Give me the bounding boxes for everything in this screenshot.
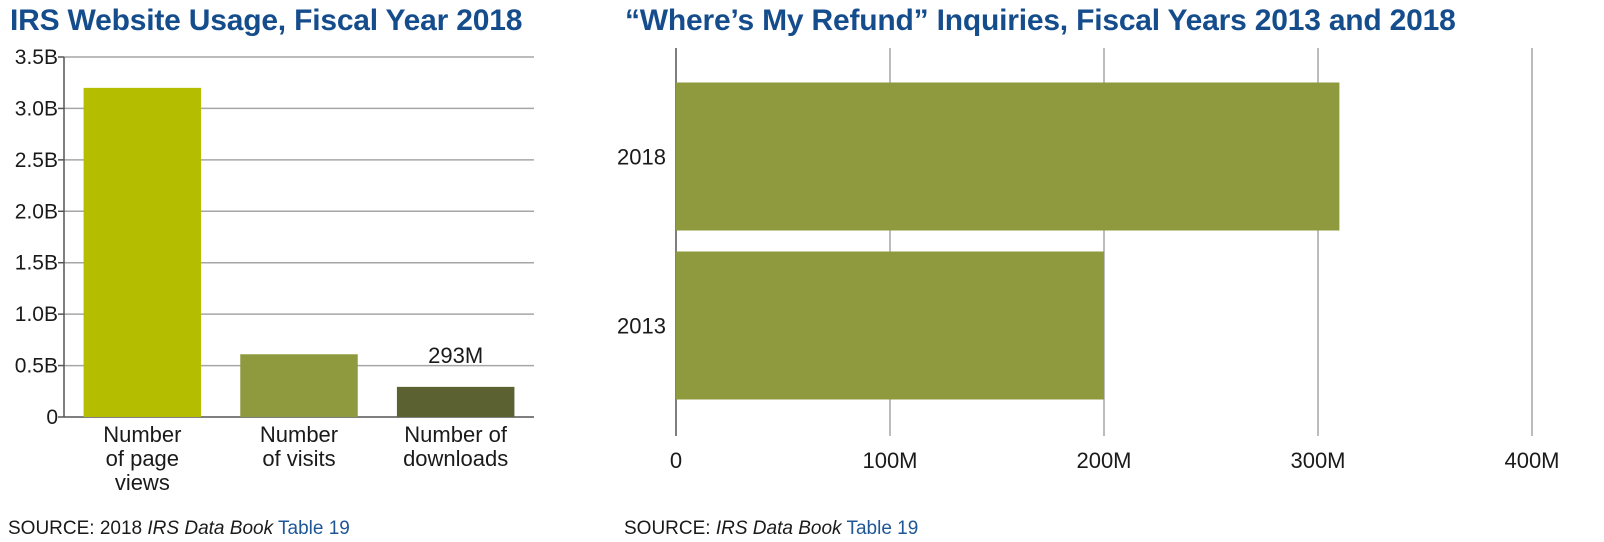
y-tick-label: 3.0B: [15, 97, 58, 120]
bar: [676, 82, 1340, 231]
bar-value-label: 293M: [428, 343, 483, 368]
x-category-label-line: of visits: [262, 446, 335, 471]
y-tick-label: 1.0B: [15, 303, 58, 326]
x-tick-label: 100M: [862, 448, 917, 473]
bar: [676, 251, 1104, 400]
y-category-label: 2013: [617, 314, 666, 339]
x-category-label-line: Number: [103, 422, 181, 447]
source-table-link[interactable]: Table 19: [278, 518, 350, 539]
x-category-label: Number of visits: [260, 422, 338, 471]
bar: [83, 87, 202, 417]
y-tick-label: 2.5B: [15, 149, 58, 172]
x-tick-label: 0: [670, 448, 682, 473]
y-tick-label: 0: [46, 406, 58, 429]
x-tick-label: 200M: [1076, 448, 1131, 473]
y-tick-label: 1.5B: [15, 252, 58, 275]
source-note: SOURCE: 2018 IRS Data Book Table 19: [8, 518, 350, 540]
chart-title: “Where’s My Refund” Inquiries, Fiscal Ye…: [625, 4, 1456, 37]
source-prefix: SOURCE: 2018: [8, 518, 148, 539]
x-category-label-line: Number: [260, 422, 338, 447]
y-tick-label: 3.5B: [15, 46, 58, 69]
source-note: SOURCE: IRS Data Book Table 19: [624, 518, 918, 540]
x-category-label-line: downloads: [403, 446, 508, 471]
source-book: IRS Data Book: [147, 518, 274, 539]
x-category-label-line: of page: [106, 446, 179, 471]
refund-inquiries-chart: 0 100M 200M 300M 400M 2018 2013: [617, 48, 1560, 473]
y-tick-label: 2.0B: [15, 200, 58, 223]
source-prefix: SOURCE:: [624, 518, 716, 539]
refund-inquiries-panel: “Where’s My Refund” Inquiries, Fiscal Ye…: [617, 0, 1604, 542]
source-table-link[interactable]: Table 19: [846, 518, 919, 539]
x-tick-label: 400M: [1504, 448, 1559, 473]
x-tick-label: 300M: [1290, 448, 1345, 473]
website-usage-panel: IRS Website Usage, Fiscal Year 2018 0 0.5…: [0, 0, 575, 542]
y-category-label: 2018: [617, 145, 666, 170]
x-category-label-line: Number of: [404, 422, 508, 447]
y-tick-label: 0.5B: [15, 355, 58, 378]
chart-title: IRS Website Usage, Fiscal Year 2018: [10, 4, 523, 37]
bar: [240, 354, 358, 417]
x-category-label: Number of page views: [103, 422, 181, 495]
bar: [396, 386, 515, 417]
source-book: IRS Data Book: [715, 518, 842, 539]
x-category-label-line: views: [115, 470, 170, 495]
x-category-label: Number of downloads: [403, 422, 508, 471]
